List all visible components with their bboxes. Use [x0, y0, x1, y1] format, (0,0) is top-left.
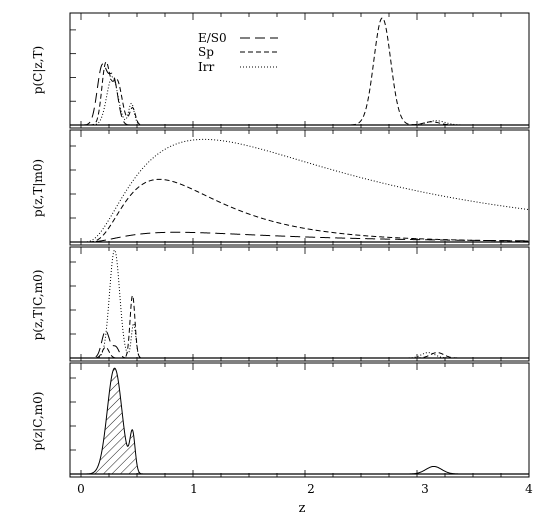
series-es0-panel-3 — [81, 330, 529, 359]
legend-label-es0: E/S0 — [198, 31, 227, 45]
xtick-label-0: 0 — [77, 482, 85, 496]
hatched-area-panel-4 — [81, 368, 149, 474]
series-irr-panel-3 — [81, 249, 529, 359]
series-sp-panel-1 — [81, 17, 529, 126]
ylabel-panel-4: p(z|C,m0) — [31, 392, 45, 451]
panel-2-frame — [69, 129, 530, 246]
legend-label-irr: Irr — [198, 60, 214, 74]
series-es0-panel-2 — [81, 231, 530, 243]
xtick-label-4: 4 — [525, 482, 533, 496]
panel-4-frame — [69, 362, 530, 478]
ylabel-panel-1: p(C|z,T) — [31, 46, 45, 94]
curves — [81, 17, 530, 475]
ylabel-panel-2: p(z,T|m0) — [31, 159, 45, 217]
panel-3-frame — [69, 246, 530, 362]
series-irr-panel-1 — [81, 76, 529, 126]
xtick-label-1: 1 — [190, 482, 198, 496]
series-sp-panel-2 — [81, 178, 530, 243]
panel-1-frame — [69, 12, 530, 129]
xtick-label-2: 2 — [307, 482, 315, 496]
ylabel-panel-3: p(z,T|C,m0) — [31, 270, 45, 341]
xtick-label-3: 3 — [421, 482, 429, 496]
series-irr-panel-2 — [81, 138, 530, 243]
legend: E/S0 Sp Irr — [198, 31, 278, 74]
series-es0-panel-1 — [81, 63, 529, 126]
legend-label-sp: Sp — [198, 45, 214, 59]
series-sp-panel-3 — [81, 295, 529, 359]
series-total-panel-4 — [81, 367, 529, 475]
xlabel: z — [299, 501, 306, 516]
